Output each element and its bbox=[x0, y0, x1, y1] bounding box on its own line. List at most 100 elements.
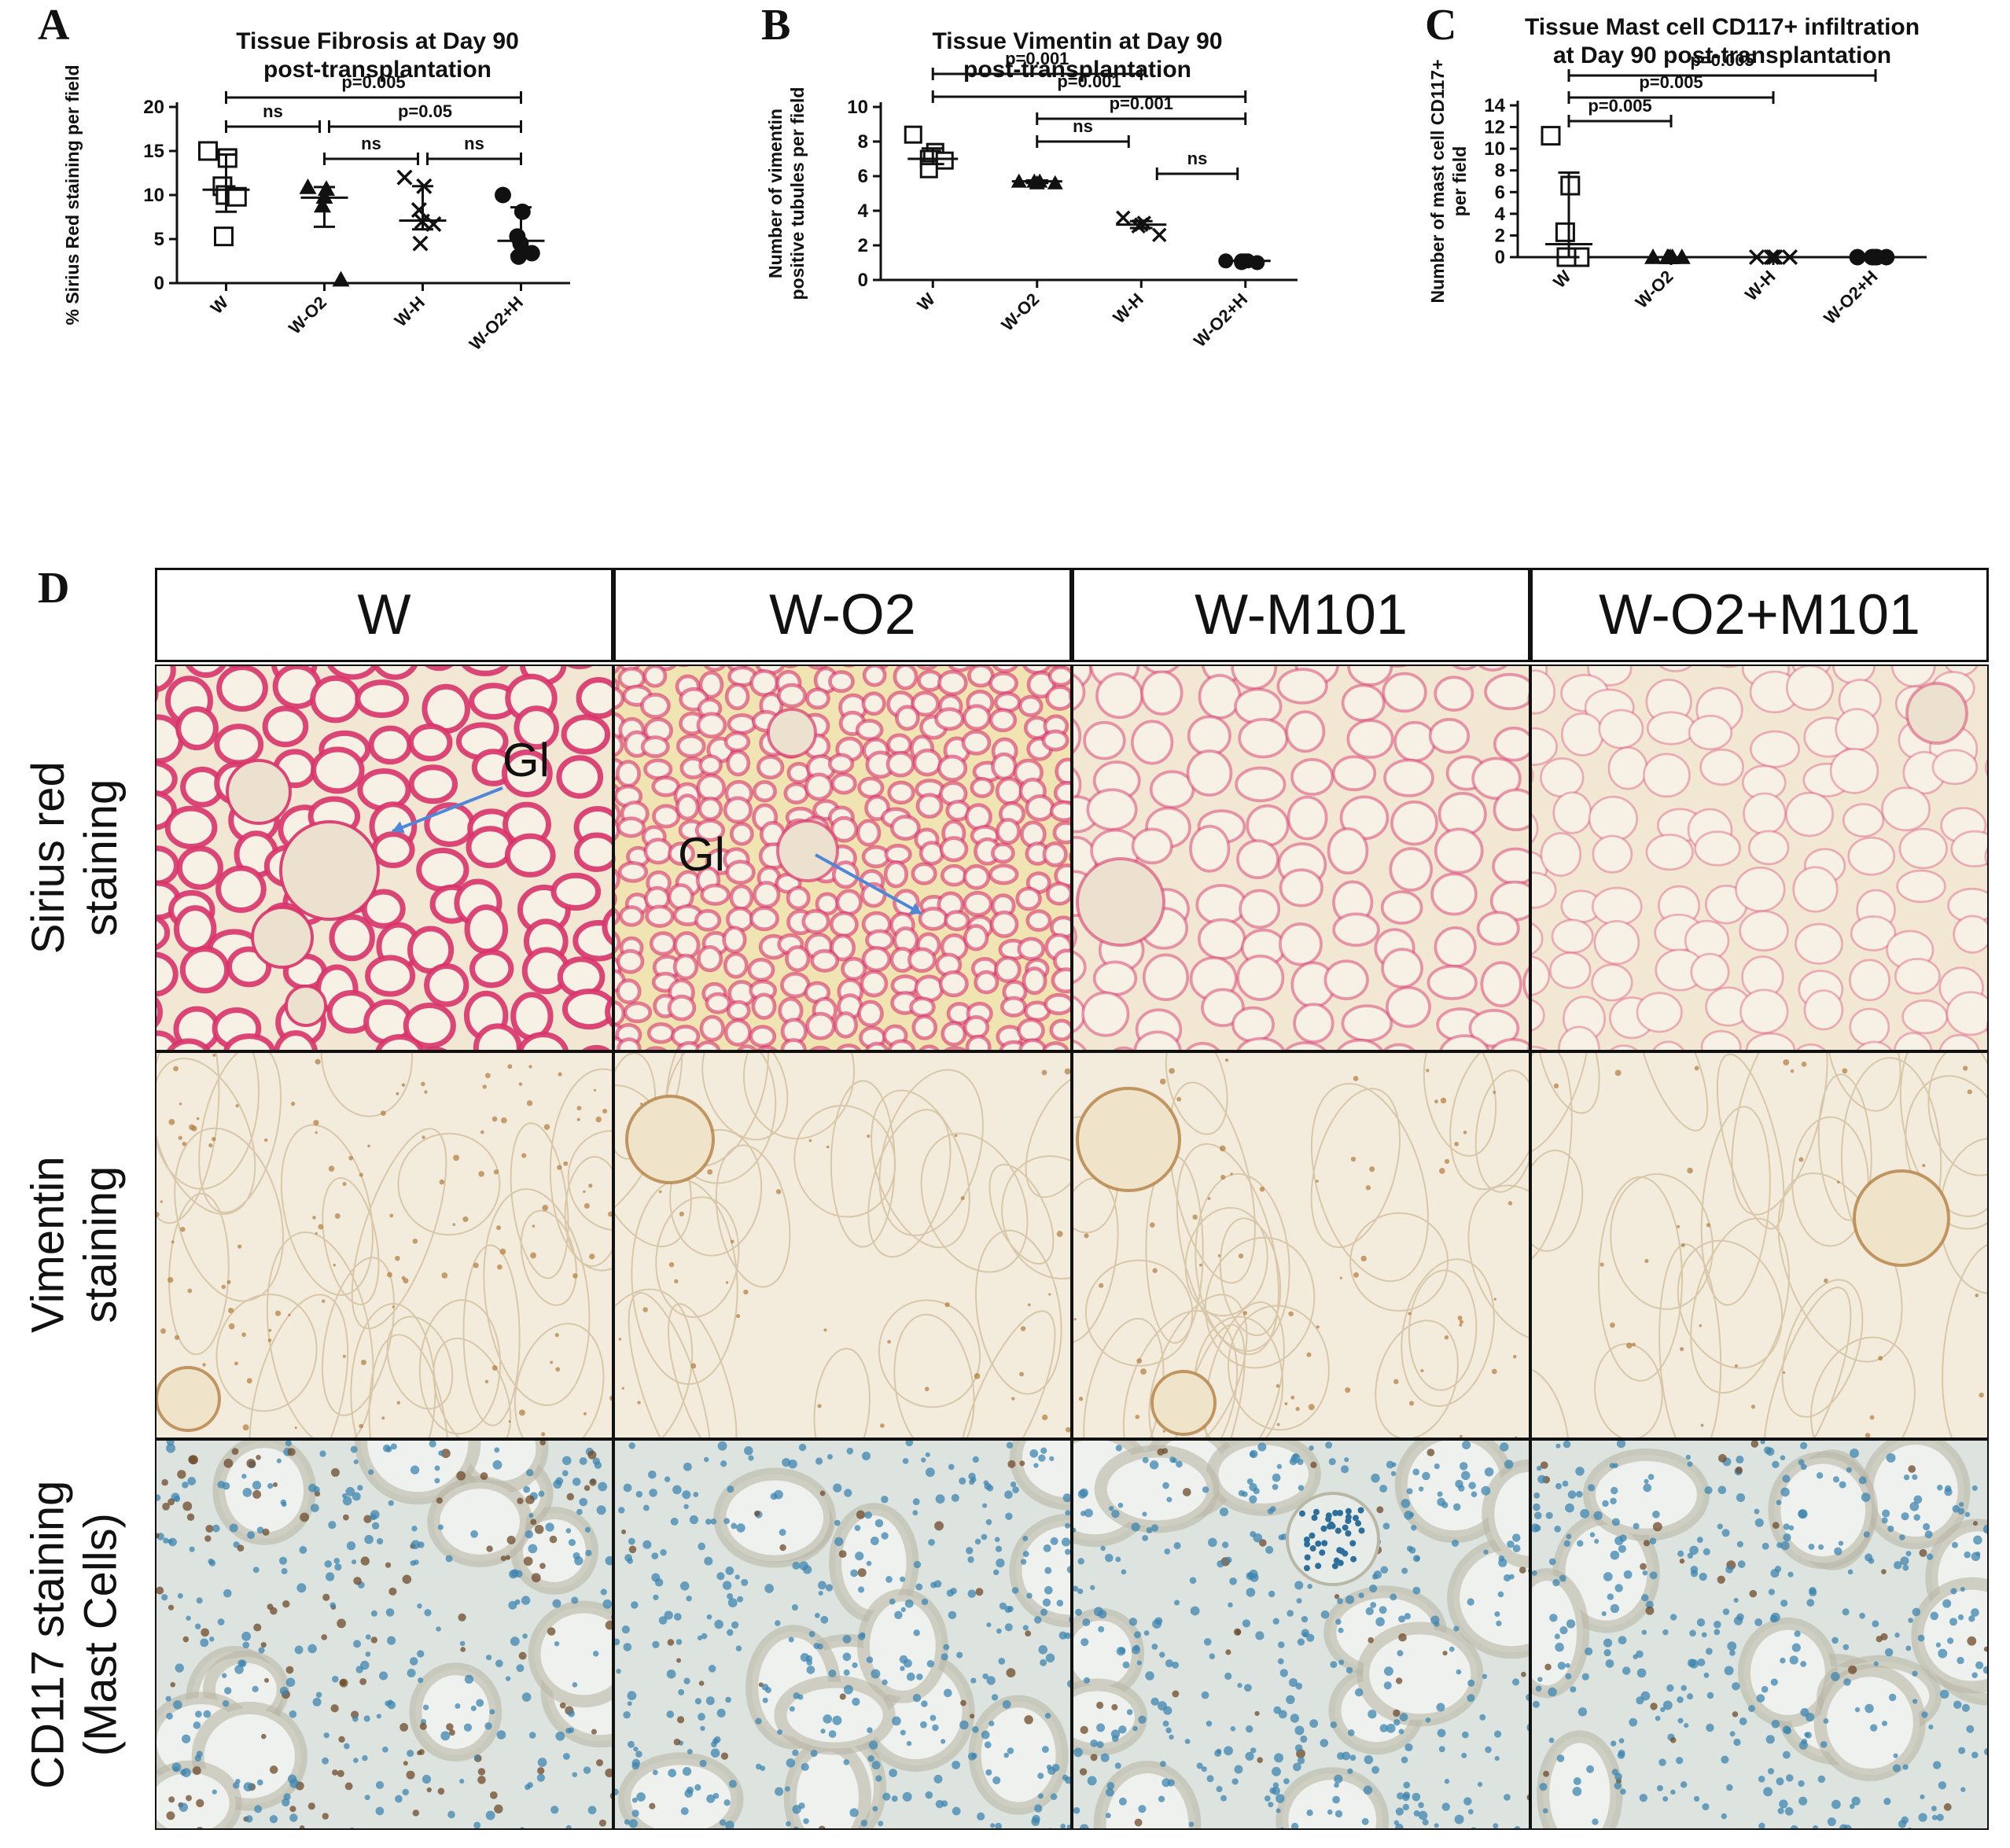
tubule bbox=[1699, 748, 1744, 786]
cell-nucleus bbox=[1406, 1488, 1413, 1495]
tubule bbox=[694, 1040, 721, 1050]
cell-nucleus bbox=[480, 1472, 488, 1480]
cell-nucleus bbox=[376, 1537, 384, 1545]
cell-nucleus bbox=[1477, 1781, 1483, 1787]
cell-nucleus bbox=[344, 1782, 353, 1791]
cell-nucleus bbox=[777, 1729, 782, 1735]
cell-nucleus bbox=[823, 1714, 833, 1724]
y-tick-label: 6 bbox=[1495, 182, 1505, 203]
cell-nucleus bbox=[252, 1489, 262, 1499]
cell-nucleus bbox=[1390, 1471, 1397, 1477]
tubule bbox=[1131, 827, 1173, 865]
cell-nucleus bbox=[177, 1592, 183, 1599]
cell-nucleus bbox=[285, 1666, 294, 1674]
vimentin-dot bbox=[221, 1284, 226, 1290]
tubule bbox=[865, 1041, 889, 1050]
cell-nucleus bbox=[1449, 1646, 1455, 1652]
cell-nucleus bbox=[1798, 1740, 1808, 1750]
tubule bbox=[1532, 727, 1558, 767]
cell-nucleus bbox=[1100, 1545, 1106, 1552]
cell-nucleus bbox=[1397, 1650, 1404, 1657]
cell-nucleus bbox=[287, 1448, 296, 1456]
cell-nucleus bbox=[1718, 1454, 1727, 1463]
tubule bbox=[783, 782, 809, 804]
cell-nucleus bbox=[1404, 1743, 1413, 1752]
cell-nucleus bbox=[1115, 1556, 1121, 1563]
tubule bbox=[427, 1476, 533, 1567]
cell-nucleus bbox=[871, 1669, 881, 1679]
vimentin-dot bbox=[1837, 1180, 1840, 1184]
cell-nucleus bbox=[1022, 1625, 1029, 1631]
cell-nucleus bbox=[1894, 1561, 1902, 1570]
vimentin-dot bbox=[1339, 1276, 1342, 1279]
cell-nucleus bbox=[294, 1645, 304, 1655]
cell-nucleus bbox=[635, 1490, 643, 1498]
vimentin-dot bbox=[1353, 1076, 1359, 1081]
tissue-background bbox=[156, 1053, 612, 1438]
cell-nucleus bbox=[717, 1441, 727, 1451]
tubule-outline bbox=[1025, 1073, 1070, 1198]
cell-nucleus bbox=[1203, 1638, 1212, 1646]
cell-nucleus bbox=[330, 1467, 340, 1477]
cell-nucleus bbox=[177, 1470, 186, 1479]
vimentin-dot bbox=[542, 1205, 549, 1211]
cell-nucleus bbox=[1639, 1794, 1647, 1802]
cell-nucleus bbox=[1403, 1781, 1411, 1789]
cell-nucleus bbox=[623, 1483, 632, 1493]
cell-nucleus bbox=[761, 1683, 769, 1691]
vimentin-dot bbox=[294, 1426, 297, 1430]
tubule-outline bbox=[215, 1293, 318, 1412]
tubule bbox=[1946, 991, 1987, 1036]
cell-nucleus bbox=[943, 1644, 950, 1651]
vimentin-dot bbox=[1316, 1325, 1320, 1329]
cell-nucleus bbox=[1040, 1447, 1047, 1454]
tubule bbox=[1532, 955, 1551, 996]
histology-tile-vimentin-3 bbox=[1072, 1051, 1530, 1439]
cell-nucleus bbox=[1229, 1577, 1237, 1585]
cell-nucleus bbox=[1346, 1666, 1353, 1674]
cell-nucleus bbox=[1566, 1619, 1576, 1629]
cell-nucleus bbox=[1652, 1522, 1662, 1532]
cell-nucleus bbox=[1690, 1566, 1699, 1574]
cell-nucleus bbox=[360, 1660, 370, 1670]
tubule bbox=[1492, 847, 1529, 885]
histology-tile-cd117-1 bbox=[155, 1439, 613, 1830]
panel-label-d: D bbox=[38, 564, 70, 613]
cell-nucleus bbox=[1334, 1774, 1343, 1784]
cell-nucleus bbox=[1865, 1703, 1874, 1714]
cell-nucleus bbox=[1809, 1588, 1817, 1597]
tubule bbox=[649, 931, 677, 956]
vimentin-dot bbox=[1801, 1061, 1807, 1067]
cell-nucleus bbox=[180, 1769, 187, 1776]
cell-nucleus bbox=[1142, 1511, 1147, 1517]
vimentin-dot bbox=[960, 1196, 965, 1201]
cell-nucleus bbox=[941, 1739, 946, 1744]
cell-nucleus bbox=[680, 1807, 689, 1816]
cell-nucleus bbox=[1393, 1709, 1401, 1717]
cell-nucleus bbox=[948, 1463, 955, 1471]
cell-nucleus bbox=[1559, 1626, 1568, 1635]
vimentin-dot bbox=[290, 1101, 296, 1106]
cell-nucleus bbox=[1022, 1535, 1029, 1541]
vimentin-dot bbox=[521, 1153, 527, 1158]
cell-nucleus bbox=[1679, 1558, 1685, 1564]
cell-nucleus bbox=[1122, 1661, 1130, 1669]
cell-nucleus bbox=[1274, 1753, 1284, 1763]
cell-nucleus bbox=[574, 1556, 583, 1566]
tubule bbox=[214, 723, 264, 766]
cell-nucleus bbox=[438, 1450, 444, 1456]
cell-nucleus bbox=[168, 1537, 177, 1547]
tubule bbox=[994, 955, 1022, 984]
tubule bbox=[668, 841, 695, 867]
tubule bbox=[407, 723, 453, 762]
tubule-outline bbox=[793, 1104, 896, 1218]
cell-nucleus bbox=[996, 1628, 1002, 1634]
cell-nucleus bbox=[1172, 1690, 1180, 1698]
tubule-outline bbox=[198, 1053, 282, 1213]
cell-nucleus bbox=[652, 1769, 658, 1776]
cell-nucleus bbox=[1725, 1565, 1734, 1574]
cell-nucleus bbox=[506, 1535, 516, 1544]
cell-nucleus bbox=[1586, 1765, 1595, 1773]
cell-nucleus bbox=[1022, 1551, 1029, 1558]
cell-nucleus bbox=[762, 1697, 768, 1703]
